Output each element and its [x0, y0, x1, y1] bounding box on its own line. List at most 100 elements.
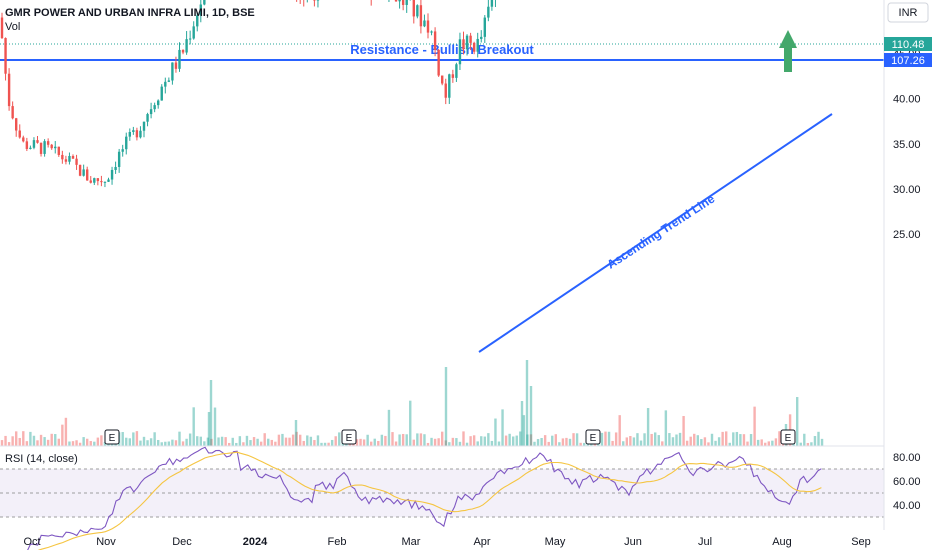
candle-body [398, 0, 401, 2]
volume-bar [320, 442, 323, 446]
time-tick-label: Jun [624, 536, 642, 548]
resistance-label: Resistance - Bullish Breakout [350, 42, 534, 57]
candle-body [188, 38, 192, 40]
volume-bar [774, 438, 778, 446]
volume-bar [803, 433, 806, 446]
volume-bar [213, 407, 217, 446]
volume-bar [558, 442, 561, 446]
candle-body [4, 38, 7, 74]
volume-bar [238, 436, 242, 446]
candle-body [490, 0, 494, 7]
volume-bar [423, 434, 426, 446]
volume-bar [433, 438, 437, 446]
volume-bar [458, 441, 462, 446]
volume-bar [384, 435, 387, 446]
candle-body [50, 144, 53, 149]
earnings-marker[interactable] [341, 429, 357, 445]
currency-badge[interactable] [887, 2, 929, 23]
time-tick-label: Feb [328, 536, 347, 548]
rsi-axis[interactable]: 80.00 60.00 40.00 [893, 452, 921, 512]
time-tick-label: 2024 [243, 536, 268, 548]
volume-bar [57, 438, 60, 446]
volume-bar [15, 431, 18, 446]
candle-body [178, 49, 181, 69]
ascending-trend-line[interactable] [478, 113, 833, 353]
volume-bar [703, 437, 707, 446]
time-tick-label: Aug [772, 536, 792, 548]
last-price-value: 110.48 [892, 39, 925, 51]
candle-body [18, 130, 21, 138]
volume-bar [96, 437, 100, 446]
candle-body [430, 31, 433, 33]
volume-bar [89, 441, 92, 446]
earnings-marker[interactable] [104, 429, 120, 445]
volume-bar [806, 442, 810, 446]
volume-bar [796, 397, 799, 446]
candle-body [71, 155, 75, 159]
volume-bar [504, 435, 508, 446]
volume-bar [294, 420, 298, 446]
candle-body [39, 142, 43, 154]
volume-bar [575, 433, 579, 446]
volume-bar [128, 438, 131, 446]
volume-bar [206, 437, 210, 446]
volume-bar [746, 441, 749, 446]
volume-bar [220, 436, 224, 446]
candle-body [164, 81, 167, 87]
volume-bar [494, 418, 497, 446]
volume-bar [252, 437, 256, 446]
price-axis[interactable]: 115.00105.00100.0095.0090.0085.0080.0075… [893, 0, 927, 242]
rsi-tick-label: 80.00 [893, 452, 921, 464]
volume-bar [678, 432, 682, 446]
candle-body [171, 62, 174, 81]
candle-body [93, 178, 96, 183]
volume-bar [714, 440, 717, 446]
volume-bar [455, 438, 458, 446]
candle-body [462, 39, 465, 50]
last-price-badge [884, 37, 932, 51]
volume-bar [36, 440, 39, 446]
earnings-marker-label: E [109, 433, 116, 444]
candle-body [423, 20, 426, 27]
candle-body [100, 181, 103, 183]
candle-body [426, 20, 430, 33]
volume-bar [171, 439, 174, 446]
volume-bar [362, 439, 366, 446]
volume-bar [469, 436, 472, 446]
volume-bar [725, 431, 728, 446]
volume-bar [54, 434, 57, 446]
candle-body [29, 147, 32, 149]
volume-bar [760, 439, 763, 446]
volume-bar [167, 441, 171, 446]
candle-body [437, 49, 440, 76]
volume-bar [103, 442, 107, 446]
time-axis[interactable]: Oct Nov Dec 2024 Feb Mar Apr May Jun Jul Aug Sep [23, 536, 870, 548]
volume-bar [125, 437, 128, 446]
volume-bar [579, 442, 582, 446]
volume-bar [316, 435, 320, 446]
candle-body [54, 146, 57, 149]
earnings-marker[interactable] [780, 429, 796, 445]
volume-bar [93, 441, 96, 446]
volume-bar [480, 436, 483, 446]
volume-bar [217, 437, 220, 446]
volume-bar [209, 380, 213, 446]
candle-body [0, 17, 4, 39]
candle-body [135, 130, 139, 138]
volume-bar [370, 441, 373, 446]
earnings-marker[interactable] [585, 429, 601, 445]
volume-bar [82, 437, 85, 446]
volume-bar [267, 438, 270, 446]
volume-bar [32, 435, 36, 446]
volume-bar [487, 433, 490, 446]
candle-body [196, 15, 199, 27]
volume-bar [764, 442, 767, 446]
time-tick-label: Oct [23, 536, 40, 548]
candle-body [451, 74, 455, 78]
volume-bar [149, 438, 153, 446]
candle-body [401, 0, 405, 5]
candle-body [487, 6, 490, 18]
volume-bar [668, 433, 671, 446]
volume-bar [756, 439, 760, 446]
